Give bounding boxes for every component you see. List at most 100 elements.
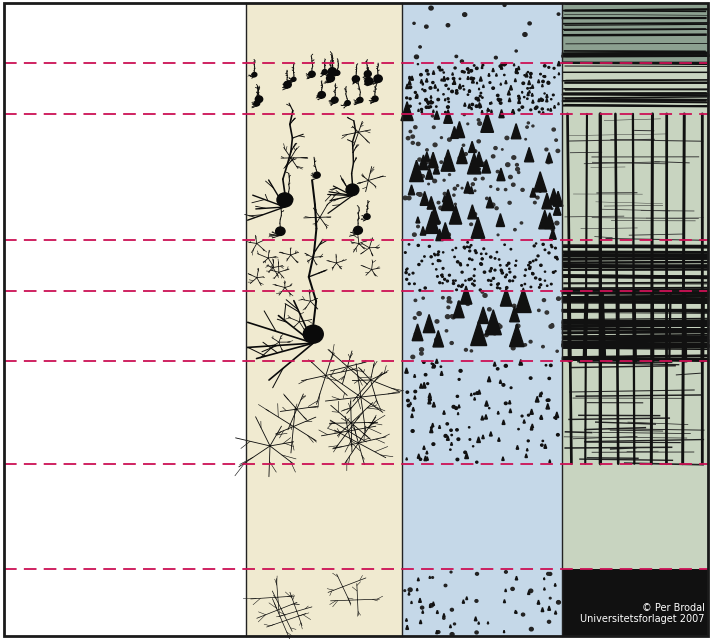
Circle shape	[530, 266, 531, 268]
Circle shape	[470, 278, 472, 280]
Circle shape	[489, 82, 491, 84]
Circle shape	[412, 272, 414, 274]
Polygon shape	[549, 459, 550, 463]
Circle shape	[419, 458, 422, 460]
Circle shape	[414, 126, 417, 128]
Polygon shape	[528, 81, 530, 84]
Circle shape	[555, 221, 559, 225]
Circle shape	[445, 330, 448, 332]
Circle shape	[405, 272, 407, 273]
Circle shape	[515, 50, 517, 52]
Circle shape	[486, 197, 488, 199]
Circle shape	[318, 91, 325, 98]
Circle shape	[414, 283, 415, 284]
Polygon shape	[432, 363, 435, 368]
Polygon shape	[515, 610, 516, 613]
Circle shape	[483, 271, 486, 273]
Circle shape	[409, 78, 411, 79]
Polygon shape	[493, 362, 496, 366]
Polygon shape	[436, 229, 444, 241]
Circle shape	[464, 114, 466, 116]
Polygon shape	[465, 453, 468, 459]
Circle shape	[480, 263, 482, 265]
Circle shape	[346, 184, 359, 196]
Circle shape	[550, 283, 552, 285]
Polygon shape	[460, 286, 472, 304]
Circle shape	[476, 392, 478, 394]
Polygon shape	[468, 89, 471, 92]
Circle shape	[490, 256, 492, 258]
Circle shape	[476, 67, 478, 70]
Circle shape	[491, 280, 492, 281]
Circle shape	[441, 137, 442, 139]
Circle shape	[452, 77, 455, 80]
Polygon shape	[496, 213, 505, 226]
Circle shape	[479, 289, 481, 291]
Polygon shape	[514, 79, 516, 82]
Circle shape	[434, 253, 435, 254]
Circle shape	[450, 571, 452, 573]
Polygon shape	[479, 77, 482, 81]
Circle shape	[551, 229, 554, 231]
Circle shape	[521, 189, 524, 191]
Circle shape	[476, 573, 478, 575]
Polygon shape	[419, 155, 428, 170]
Circle shape	[468, 250, 471, 252]
Polygon shape	[411, 601, 412, 603]
Circle shape	[506, 163, 510, 167]
Polygon shape	[553, 203, 561, 215]
Circle shape	[449, 274, 451, 276]
Polygon shape	[510, 307, 520, 322]
Circle shape	[557, 434, 559, 436]
Circle shape	[419, 103, 421, 104]
Polygon shape	[503, 64, 505, 66]
Circle shape	[445, 158, 447, 160]
Circle shape	[285, 196, 293, 203]
Polygon shape	[525, 148, 534, 162]
Circle shape	[418, 263, 420, 266]
Circle shape	[495, 207, 498, 210]
Circle shape	[540, 98, 542, 100]
Circle shape	[437, 254, 439, 256]
Circle shape	[421, 174, 424, 178]
Circle shape	[498, 259, 500, 260]
Circle shape	[372, 96, 378, 102]
Circle shape	[462, 144, 465, 146]
Circle shape	[424, 256, 425, 257]
Circle shape	[513, 304, 516, 307]
Circle shape	[474, 190, 476, 192]
Polygon shape	[441, 79, 442, 81]
Circle shape	[417, 245, 419, 247]
Circle shape	[470, 70, 472, 72]
Circle shape	[512, 280, 513, 282]
Circle shape	[412, 141, 414, 144]
Polygon shape	[468, 141, 476, 152]
Polygon shape	[428, 152, 438, 167]
Circle shape	[508, 268, 510, 270]
Circle shape	[511, 387, 512, 389]
Circle shape	[479, 122, 481, 124]
Polygon shape	[476, 82, 478, 84]
Polygon shape	[434, 111, 439, 119]
Circle shape	[365, 77, 373, 85]
Polygon shape	[405, 368, 408, 373]
Circle shape	[496, 287, 498, 289]
Circle shape	[461, 60, 464, 63]
Circle shape	[540, 284, 542, 286]
Polygon shape	[477, 437, 481, 442]
Circle shape	[528, 22, 531, 25]
Circle shape	[424, 25, 428, 28]
Circle shape	[456, 429, 459, 431]
Polygon shape	[513, 63, 515, 66]
Circle shape	[482, 315, 486, 319]
Circle shape	[533, 260, 534, 262]
Circle shape	[444, 192, 446, 195]
Circle shape	[475, 105, 478, 107]
Circle shape	[525, 269, 527, 270]
Circle shape	[482, 65, 483, 66]
Polygon shape	[441, 189, 455, 210]
Polygon shape	[530, 188, 536, 197]
Circle shape	[454, 256, 455, 258]
Circle shape	[470, 70, 473, 72]
Circle shape	[424, 89, 426, 92]
